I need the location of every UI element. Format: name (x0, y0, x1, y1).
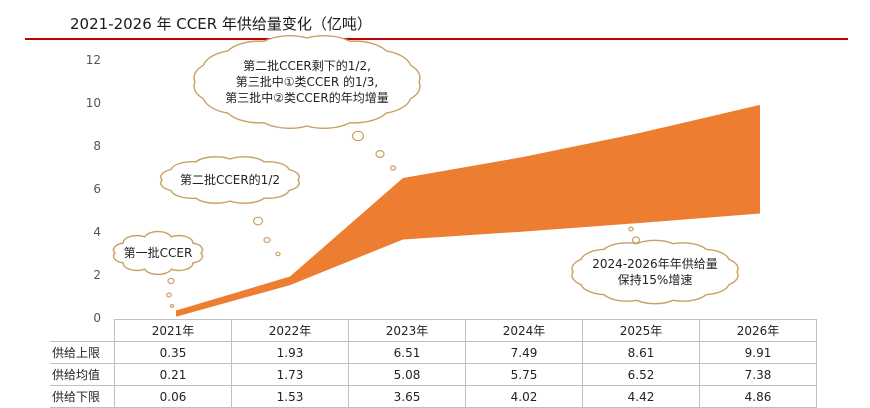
annotation-cloud: 第二批CCER的1/2 (160, 156, 300, 204)
annotation-clouds: 第一批CCER 第二批CCER的1/2 第二批CCER剩下的1/2,第三批中①类CC… (112, 35, 739, 308)
cloud-trail-dot (375, 150, 385, 159)
cloud-trail-dot (275, 251, 281, 257)
table-row-label: 供给上限 (50, 341, 115, 364)
table-header-cell: 2023年 (348, 319, 466, 342)
annotation-text: 保持15%增速 (618, 272, 693, 287)
cloud-shape (112, 230, 204, 276)
table-row: 供给下限 0.06 1.53 3.65 4.02 4.42 4.86 (50, 385, 817, 408)
annotation-cloud: 第一批CCER (112, 230, 204, 276)
table-cell: 0.06 (114, 385, 232, 408)
annotation-text: 第二批CCER的1/2 (180, 172, 280, 187)
table-cell: 3.65 (348, 385, 466, 408)
y-axis: 0 2 4 6 8 10 12 (86, 53, 101, 325)
table-cell: 4.42 (582, 385, 700, 408)
table-header-cell: 2024年 (465, 319, 583, 342)
y-tick-label: 4 (93, 225, 101, 239)
y-tick-label: 10 (86, 96, 101, 110)
annotation-text: 2024-2026年年供给量 (592, 257, 717, 271)
table-cell: 9.91 (699, 341, 817, 364)
cloud-trail-dot (167, 277, 175, 285)
annotation-text: 第一批CCER (124, 245, 193, 260)
cloud-trail-dot (631, 236, 641, 244)
table-header-row: 2021年 2022年 2023年 2024年 2025年 2026年 (50, 319, 817, 342)
cloud-trail-dot (263, 236, 271, 244)
data-table: 2021年 2022年 2023年 2024年 2025年 2026年 供给上限… (50, 319, 817, 408)
table-cell: 6.52 (582, 363, 700, 386)
annotation-text: 第二批CCER剩下的1/2, (243, 58, 371, 73)
table-header-cell: 2026年 (699, 319, 817, 342)
table-row: 供给均值 0.21 1.73 5.08 5.75 6.52 7.38 (50, 363, 817, 386)
table-cell: 1.93 (231, 341, 349, 364)
cloud-trail-dot (166, 292, 172, 298)
table-row: 供给上限 0.35 1.93 6.51 7.49 8.61 9.91 (50, 341, 817, 364)
table-cell: 1.73 (231, 363, 349, 386)
table-cell: 7.38 (699, 363, 817, 386)
table-cell: 4.02 (465, 385, 583, 408)
cloud-trail-dot (628, 226, 634, 232)
y-tick-label: 12 (86, 53, 101, 67)
chart-title: 2021-2026 年 CCER 年供给量变化（亿吨） (70, 15, 372, 33)
supply-band-area (176, 104, 760, 317)
y-tick-label: 8 (93, 139, 101, 153)
annotation-cloud: 第二批CCER剩下的1/2,第三批中①类CCER 的1/3,第三批中②类CCER… (193, 35, 421, 129)
table-cell: 4.86 (699, 385, 817, 408)
cloud-trail-dot (351, 130, 365, 142)
table-cell: 6.51 (348, 341, 466, 364)
annotation-text: 第三批中①类CCER 的1/3, (236, 74, 378, 89)
table-cell: 7.49 (465, 341, 583, 364)
y-tick-label: 6 (93, 182, 101, 196)
y-tick-label: 0 (93, 311, 101, 325)
cloud-shape (571, 239, 739, 305)
cloud-shape (160, 156, 300, 204)
table-row-label: 供给均值 (50, 363, 115, 386)
table-cell: 1.53 (231, 385, 349, 408)
y-tick-label: 2 (93, 268, 101, 282)
table-cell: 0.35 (114, 341, 232, 364)
table-corner-cell (50, 319, 115, 342)
table-header-cell: 2025年 (582, 319, 700, 342)
table-cell: 5.75 (465, 363, 583, 386)
cloud-shape (193, 35, 421, 129)
cloud-trail-dot (169, 304, 175, 308)
table-cell: 8.61 (582, 341, 700, 364)
cloud-trail-dot (389, 165, 397, 171)
table-header-cell: 2022年 (231, 319, 349, 342)
table-row-label: 供给下限 (50, 385, 115, 408)
annotation-text: 第三批中②类CCER的年均增量 (225, 90, 388, 105)
table-header-cell: 2021年 (114, 319, 232, 342)
title-divider (25, 38, 848, 40)
cloud-trail-dot (252, 216, 264, 226)
table-cell: 5.08 (348, 363, 466, 386)
table-cell: 0.21 (114, 363, 232, 386)
